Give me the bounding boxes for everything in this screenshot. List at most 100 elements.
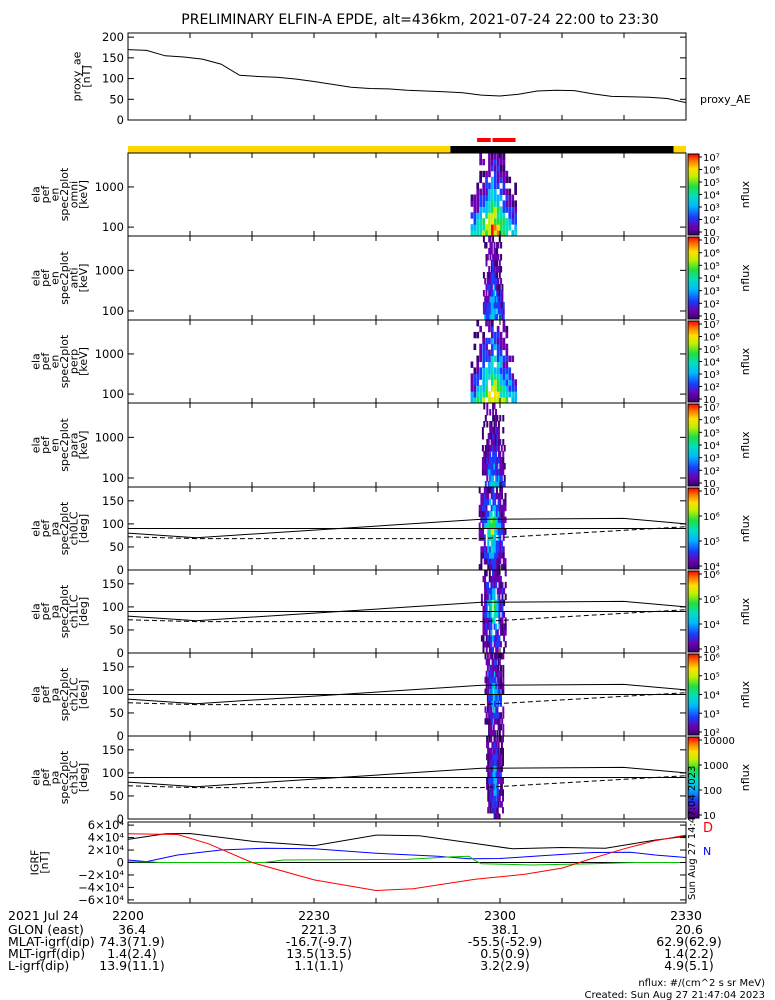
spectrogram-cell	[495, 801, 498, 808]
spectrogram-cell	[482, 331, 485, 339]
spectrogram-cell	[496, 629, 499, 636]
spectrogram-cell	[494, 777, 497, 784]
spectrogram-cell	[470, 379, 474, 386]
spectrogram-cell	[492, 682, 495, 689]
spectrogram-cell	[502, 759, 504, 767]
spectrogram-cell	[505, 349, 509, 356]
spectrogram-cell	[490, 688, 493, 695]
spectrogram-cell	[480, 558, 483, 565]
spectrogram-cell	[476, 397, 480, 404]
y-axis-label-line: IGRF	[28, 850, 41, 876]
spectrogram-cell	[491, 753, 494, 761]
spectrogram-cell	[489, 522, 491, 529]
spectrogram-cell	[496, 653, 499, 660]
spectrogram-cell	[500, 747, 503, 755]
spectrogram-cell	[495, 629, 498, 636]
spectrogram-cell	[490, 558, 493, 565]
spectrogram-cell	[488, 325, 491, 333]
spectrogram-cell	[496, 254, 499, 261]
anti-loss-cone-line	[127, 609, 687, 623]
spectrogram-cell	[499, 230, 503, 237]
spectrogram-cell	[486, 736, 489, 743]
y-tick-label: 4×10⁴	[88, 831, 125, 845]
spectrogram-cell	[484, 570, 487, 577]
y-axis-label-line: pef	[39, 352, 52, 371]
y-axis-label-line: omni	[67, 181, 80, 208]
colorbar-tick-label: 10⁴	[703, 191, 720, 202]
spectrogram-cell	[489, 516, 491, 523]
spectrogram-cell	[492, 272, 495, 279]
spectrogram-cell	[498, 266, 501, 273]
colorbar-gradient	[687, 153, 700, 236]
spectrogram-cell	[498, 641, 501, 648]
colorbar-tick-label: 10²	[703, 383, 720, 394]
y-axis-label-line: en	[48, 355, 61, 369]
spectrogram-cell	[486, 688, 489, 695]
spectrogram-cell	[485, 194, 488, 201]
spectrogram-cell	[492, 433, 495, 440]
spectrogram-cell	[498, 308, 501, 315]
spectrogram-cell	[493, 212, 497, 219]
spectrogram-cell	[488, 218, 491, 225]
spectrogram-cell	[508, 391, 512, 398]
status-segment	[673, 146, 686, 153]
spectrogram-cell	[490, 730, 493, 737]
y-axis-label-line: ela	[29, 270, 42, 287]
spectrogram-cell	[499, 629, 502, 636]
spectrogram-cell	[479, 355, 482, 362]
spectrogram-cell	[500, 789, 503, 796]
spectrogram-cell	[493, 433, 496, 440]
igrf-series-line	[127, 833, 687, 892]
spectrogram-cell	[490, 266, 493, 273]
y-axis-label-line: pef	[39, 602, 52, 621]
spectrogram-cell	[502, 397, 506, 404]
spectrogram-cell	[485, 320, 488, 327]
spectrogram-cell	[486, 469, 489, 476]
spectrogram-cell	[483, 487, 486, 494]
spectrogram-cell	[497, 558, 500, 565]
spectrogram-cell	[482, 635, 485, 642]
spectrogram-cell	[502, 457, 505, 464]
spectrogram-cell	[484, 581, 487, 589]
spectrogram-cell	[482, 158, 485, 166]
colorbar-tick-label: 10⁷	[703, 487, 720, 498]
y-axis-label-line: [deg]	[77, 514, 90, 543]
spectrogram-cell	[498, 593, 501, 601]
spectrogram-cell	[491, 712, 494, 719]
spectrogram-cell	[484, 676, 487, 684]
spectrogram-cell	[488, 593, 491, 601]
colorbar-tick-label: 10⁷	[703, 236, 720, 247]
spectrogram-cell	[497, 296, 500, 303]
spectrogram-cell	[499, 510, 502, 518]
spectrogram-cell	[495, 558, 498, 565]
spectrogram-cell	[499, 343, 503, 351]
spectrogram-cell	[488, 248, 491, 255]
spectrogram-cell	[488, 623, 491, 630]
spectrogram-cell	[486, 451, 489, 458]
spectrogram-cell	[489, 284, 492, 291]
spectrogram-cell	[478, 522, 481, 529]
spectrogram-cell	[488, 795, 491, 802]
spectrogram-cell	[484, 457, 487, 464]
spectrogram-cell	[501, 522, 503, 529]
spectrogram-cell	[494, 296, 497, 303]
y-tick-label: 100	[102, 387, 124, 401]
spectrogram-cell	[499, 385, 503, 392]
spectrogram-cell	[489, 730, 492, 737]
spectrogram-cell	[488, 182, 491, 189]
spectrogram-cell	[488, 337, 491, 345]
spectrogram-cell	[495, 552, 498, 559]
spectrogram-cell	[495, 813, 498, 820]
spectrogram-cell	[489, 487, 491, 494]
spectrogram-cell	[493, 170, 497, 178]
spectrogram-cell	[502, 355, 506, 362]
spectrogram-cell	[490, 581, 493, 589]
spectrogram-cell	[499, 451, 502, 458]
y-tick-label: 1000	[95, 263, 124, 277]
spectrogram-cell	[494, 278, 497, 285]
spectrogram-cell	[485, 492, 488, 500]
ephemeris-value: 221.3	[301, 922, 337, 937]
spectrogram-cell	[488, 647, 491, 654]
spectrogram-cell	[492, 481, 495, 488]
spectrogram-cell	[499, 599, 502, 606]
